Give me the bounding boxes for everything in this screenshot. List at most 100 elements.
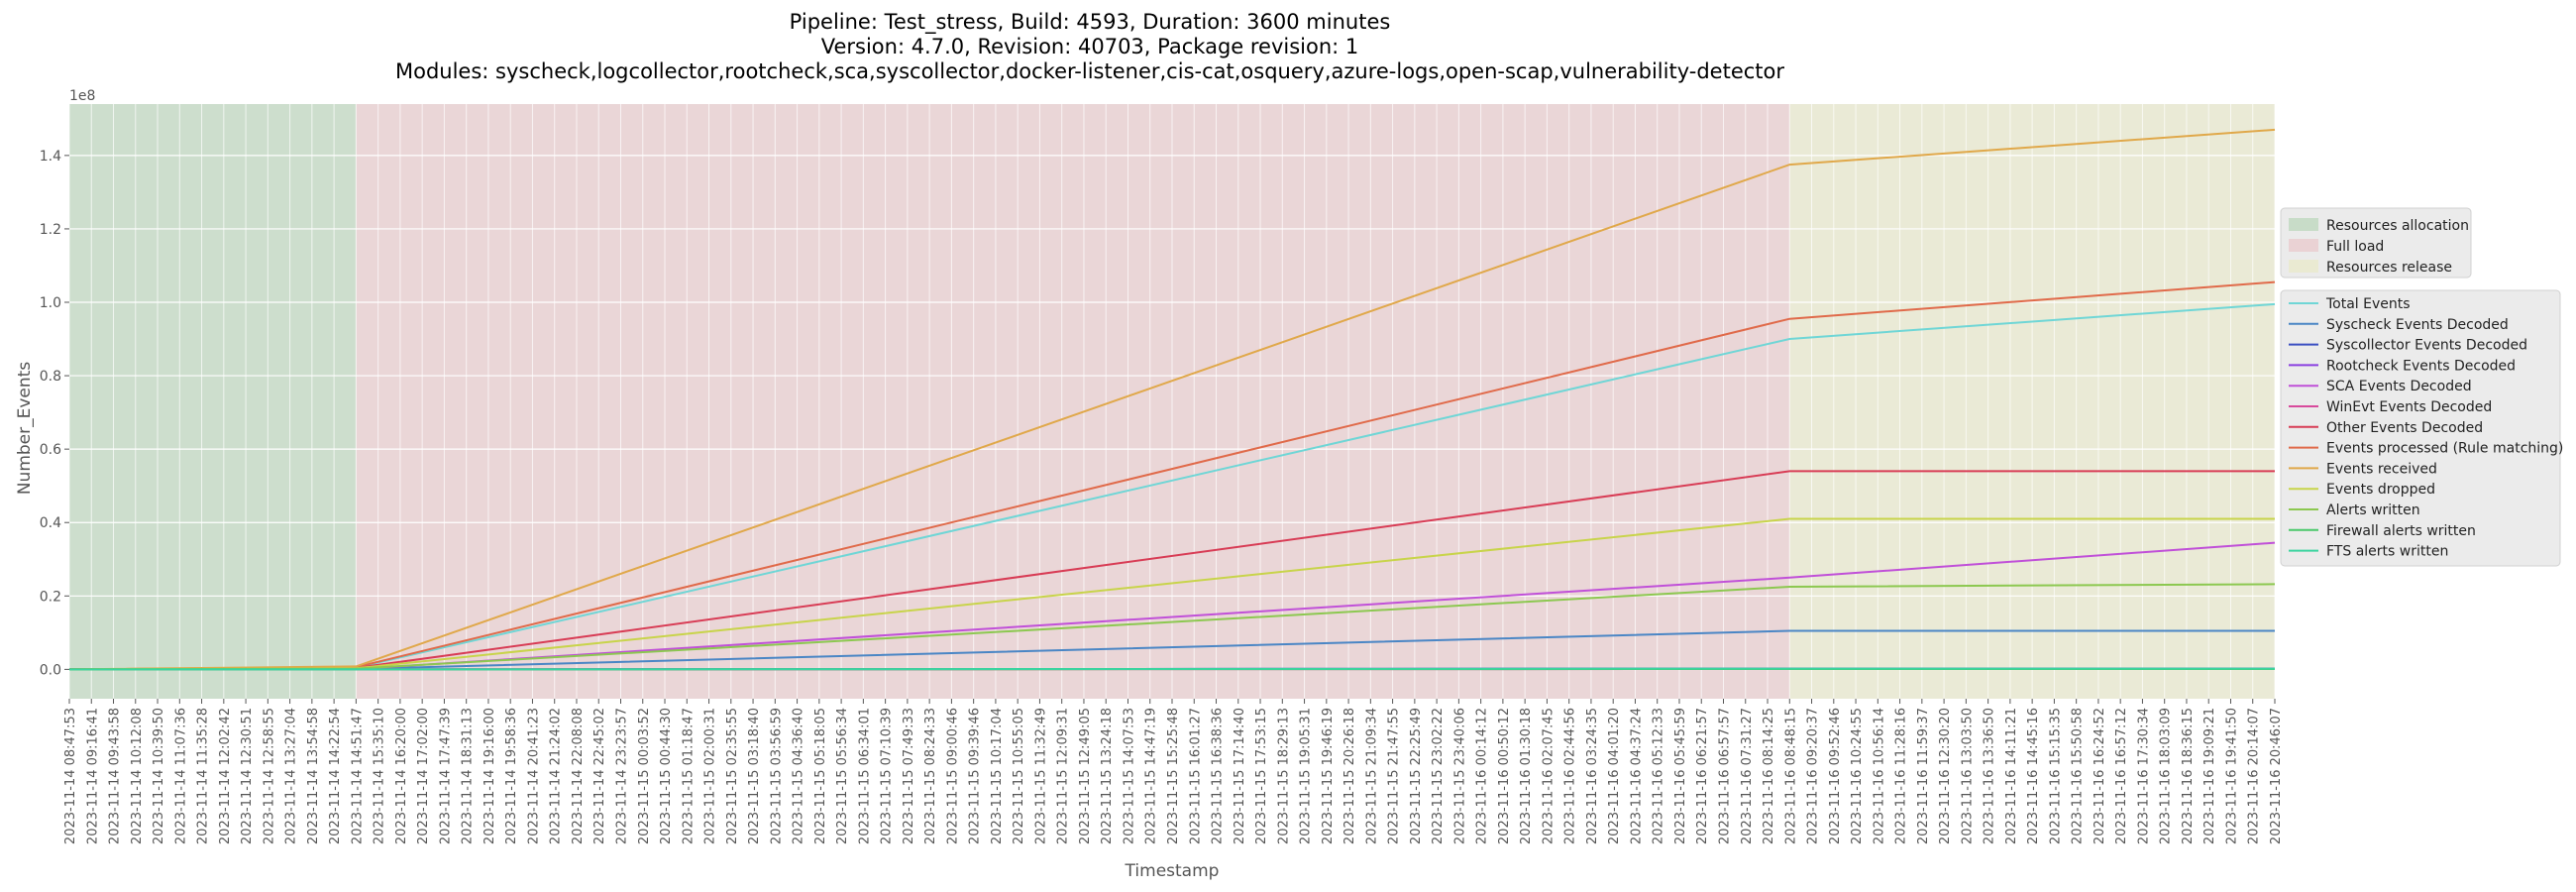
- x-tick-label: 2023-11-16 03:24:35: [1585, 708, 1600, 844]
- x-tick-label: 2023-11-15 21:09:34: [1364, 708, 1379, 844]
- y-axis-ticks: 0.0 0.2 0.4 0.6 0.8 1.0 1.2 1.4: [40, 149, 69, 678]
- x-tick-label: 2023-11-16 04:01:20: [1607, 708, 1622, 844]
- x-tick-label: 2023-11-15 10:17:04: [990, 708, 1005, 844]
- x-tick-label: 2023-11-15 07:49:33: [902, 708, 916, 844]
- x-axis-label: Timestamp: [1125, 861, 1220, 881]
- x-tick-label: 2023-11-14 22:08:08: [571, 708, 586, 844]
- x-tick-label: 2023-11-16 15:15:35: [2048, 708, 2063, 844]
- x-tick-label: 2023-11-15 21:47:55: [1387, 708, 1402, 844]
- series-legend-label: WinEvt Events Decoded: [2326, 399, 2492, 415]
- x-tick-label: 2023-11-14 22:45:02: [592, 708, 607, 844]
- x-tick-label: 2023-11-15 18:29:13: [1276, 708, 1291, 844]
- y-tick-label: 0.6: [40, 442, 61, 458]
- x-tick-label: 2023-11-15 23:02:22: [1431, 708, 1446, 844]
- x-axis-ticks: 2023-11-14 08:47:53 2023-11-14 09:16:41 20…: [63, 699, 2284, 844]
- x-tick-label: 2023-11-14 19:58:36: [504, 708, 519, 844]
- x-tick-label: 2023-11-15 13:24:18: [1100, 708, 1115, 844]
- x-tick-label: 2023-11-15 10:55:05: [1012, 708, 1026, 844]
- series-lines: [68, 128, 2276, 671]
- x-tick-label: 2023-11-16 16:24:52: [2093, 708, 2107, 844]
- x-tick-label: 2023-11-15 16:01:27: [1188, 708, 1203, 844]
- y-scale-multiplier: 1e8: [69, 88, 95, 104]
- title-line-1: Pipeline: Test_stress, Build: 4593, Dura…: [789, 10, 1391, 34]
- series-legend-label: Rootcheck Events Decoded: [2326, 358, 2516, 374]
- y-tick-label: 1.2: [40, 222, 61, 238]
- x-tick-label: 2023-11-14 20:41:23: [526, 708, 541, 844]
- series-legend-label: Events received: [2326, 461, 2437, 477]
- y-tick-label: 0.2: [40, 589, 61, 605]
- x-tick-label: 2023-11-14 17:47:39: [438, 708, 453, 844]
- x-tick-label: 2023-11-14 08:47:53: [63, 708, 78, 844]
- series-line-13: [69, 667, 2275, 671]
- x-tick-label: 2023-11-15 05:18:05: [813, 708, 828, 844]
- x-tick-label: 2023-11-16 14:11:21: [2004, 708, 2019, 844]
- phase-legend-swatch: [2289, 260, 2318, 273]
- x-tick-label: 2023-11-15 00:03:52: [637, 708, 652, 844]
- series-legend-label: Events processed (Rule matching): [2326, 441, 2563, 457]
- x-tick-label: 2023-11-14 19:16:00: [483, 708, 497, 844]
- y-tick-label: 0.8: [40, 369, 61, 385]
- x-tick-label: 2023-11-16 01:30:18: [1519, 708, 1534, 844]
- x-tick-label: 2023-11-15 15:25:48: [1166, 708, 1181, 844]
- x-tick-label: 2023-11-14 14:22:54: [328, 708, 343, 844]
- x-tick-label: 2023-11-14 13:27:04: [284, 708, 299, 844]
- x-tick-label: 2023-11-15 17:53:15: [1254, 708, 1269, 844]
- y-tick-label: 0.4: [40, 515, 61, 531]
- x-tick-label: 2023-11-15 02:00:31: [703, 708, 718, 844]
- title-line-3: Modules: syscheck,logcollector,rootcheck…: [394, 59, 1785, 83]
- x-tick-label: 2023-11-14 09:43:58: [108, 708, 123, 844]
- x-tick-label: 2023-11-16 10:24:55: [1850, 708, 1865, 844]
- x-tick-label: 2023-11-14 14:51:47: [350, 708, 365, 844]
- chart-title: Pipeline: Test_stress, Build: 4593, Dura…: [0, 10, 2180, 84]
- x-tick-label: 2023-11-16 00:50:12: [1497, 708, 1512, 844]
- x-tick-label: 2023-11-14 11:35:28: [196, 708, 211, 844]
- x-tick-label: 2023-11-14 18:31:13: [461, 708, 476, 844]
- x-tick-label: 2023-11-16 02:07:45: [1541, 708, 1556, 844]
- x-tick-label: 2023-11-15 14:47:19: [1144, 708, 1159, 844]
- y-axis-label: Number_Events: [15, 362, 35, 495]
- x-tick-label: 2023-11-16 05:45:59: [1673, 708, 1688, 844]
- x-tick-label: 2023-11-15 11:32:49: [1033, 708, 1048, 844]
- x-tick-label: 2023-11-16 12:30:20: [1938, 708, 1953, 844]
- x-tick-label: 2023-11-16 13:03:50: [1960, 708, 1975, 844]
- title-line-2: Version: 4.7.0, Revision: 40703, Package…: [820, 35, 1359, 58]
- phase-legend-box: [2280, 207, 2472, 279]
- x-tick-label: 2023-11-16 09:52:46: [1828, 708, 1843, 844]
- series-legend-box: [2280, 289, 2561, 567]
- series-legend-label: Syscheck Events Decoded: [2326, 317, 2509, 333]
- phase-legend-label: Resources allocation: [2326, 218, 2469, 234]
- x-tick-label: 2023-11-14 13:54:58: [306, 708, 321, 844]
- x-tick-label: 2023-11-15 22:25:49: [1409, 708, 1424, 844]
- grid-lines: [68, 104, 2276, 699]
- x-tick-label: 2023-11-16 00:14:12: [1475, 708, 1490, 844]
- x-tick-label: 2023-11-15 09:00:46: [945, 708, 960, 844]
- x-tick-label: 2023-11-16 19:41:50: [2224, 708, 2239, 844]
- phase-legend: Resources allocation Full load Resources r…: [2280, 207, 2472, 279]
- x-tick-label: 2023-11-14 09:16:41: [85, 708, 100, 844]
- x-tick-label: 2023-11-16 06:57:57: [1718, 708, 1733, 844]
- series-legend-label: Total Events: [2325, 296, 2411, 312]
- x-tick-label: 2023-11-14 21:24:02: [549, 708, 564, 844]
- x-tick-label: 2023-11-15 06:34:01: [857, 708, 872, 844]
- series-legend-label: Firewall alerts written: [2326, 523, 2476, 539]
- x-tick-label: 2023-11-15 12:49:05: [1078, 708, 1093, 844]
- x-tick-label: 2023-11-16 06:21:57: [1695, 708, 1710, 844]
- phase-legend-swatch: [2289, 218, 2318, 231]
- x-tick-label: 2023-11-15 19:05:31: [1299, 708, 1314, 844]
- series-legend-label: Other Events Decoded: [2326, 420, 2483, 436]
- x-tick-label: 2023-11-16 02:44:56: [1563, 708, 1578, 844]
- x-tick-label: 2023-11-16 09:20:37: [1806, 708, 1821, 844]
- x-tick-label: 2023-11-16 05:12:33: [1652, 708, 1666, 844]
- series-legend: Total Events Syscheck Events Decoded Sysco…: [2280, 289, 2563, 567]
- x-tick-label: 2023-11-15 17:14:40: [1233, 708, 1247, 844]
- x-tick-label: 2023-11-16 13:36:50: [1983, 708, 1997, 844]
- x-tick-label: 2023-11-16 11:28:16: [1894, 708, 1909, 844]
- x-tick-label: 2023-11-16 10:56:14: [1872, 708, 1886, 844]
- x-tick-label: 2023-11-14 16:20:00: [394, 708, 409, 844]
- series-legend-label: Events dropped: [2326, 482, 2435, 498]
- x-tick-label: 2023-11-16 18:36:15: [2181, 708, 2196, 844]
- x-tick-label: 2023-11-15 03:18:40: [747, 708, 762, 844]
- x-tick-label: 2023-11-16 08:14:25: [1762, 708, 1776, 844]
- series-legend-label: Alerts written: [2326, 502, 2420, 518]
